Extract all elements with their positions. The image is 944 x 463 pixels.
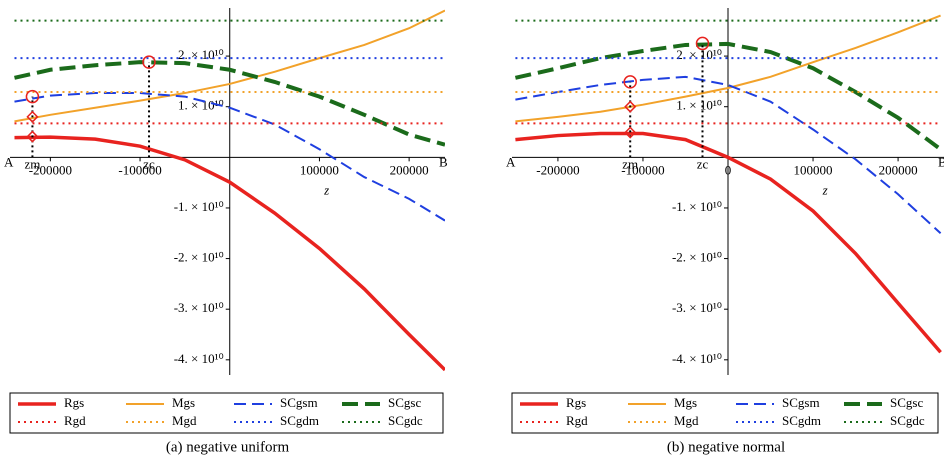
caption: (b) negative normal — [667, 439, 785, 455]
series-line — [14, 92, 445, 222]
y-tick-label: -4. × 10¹⁰ — [672, 351, 722, 366]
marker — [142, 55, 156, 69]
x-tick-label: -100000 — [621, 162, 664, 177]
legend-box — [511, 392, 939, 434]
x-axis-label: z — [822, 182, 828, 197]
y-tick-label: -1. × 10¹⁰ — [672, 199, 722, 214]
y-tick-label: 2. × 10¹⁰ — [676, 47, 722, 62]
x-tick-label: 100000 — [794, 162, 833, 177]
legend-label: SCgsm — [280, 395, 318, 410]
series-line — [14, 9, 445, 123]
legend-label: Mgd — [172, 413, 197, 428]
annotation-label: zm — [622, 156, 638, 171]
legend-label: SCgdc — [388, 413, 423, 428]
x-tick-label: -100000 — [118, 162, 161, 177]
x-tick-label: 100000 — [300, 162, 339, 177]
legend-label: SCgsc — [388, 395, 421, 410]
marker — [695, 36, 710, 51]
marker — [624, 100, 637, 113]
series-line — [14, 60, 445, 147]
legend-label: SCgsc — [890, 395, 923, 410]
legend-label: SCgdm — [280, 413, 319, 428]
y-tick-label: 2. × 10¹⁰ — [178, 47, 224, 62]
legend-label: Mgs — [172, 395, 195, 410]
y-tick-label: -4. × 10¹⁰ — [174, 351, 224, 366]
series-line — [515, 131, 942, 354]
x-tick-label: -200000 — [536, 162, 579, 177]
legend-label: Rgd — [64, 413, 86, 428]
marker — [623, 75, 637, 89]
legend-label: SCgdc — [890, 413, 925, 428]
annotation-label: zm — [24, 156, 40, 171]
x-tick-label: 0 — [725, 162, 732, 177]
legend-label: Rgs — [64, 395, 84, 410]
caption: (a) negative uniform — [166, 439, 290, 455]
legend-label: Rgs — [566, 395, 586, 410]
x-tick-label: 200000 — [390, 162, 429, 177]
edge-label: B — [938, 154, 944, 169]
series-line — [514, 41, 942, 151]
y-tick-label: -3. × 10¹⁰ — [672, 300, 722, 315]
series-line — [14, 135, 445, 372]
y-tick-label: -1. × 10¹⁰ — [174, 199, 224, 214]
y-tick-label: -3. × 10¹⁰ — [174, 300, 224, 315]
legend-label: SCgdm — [782, 413, 821, 428]
annotation-label: zc — [697, 156, 709, 171]
x-axis-label: z — [323, 182, 329, 197]
series-line — [515, 75, 942, 234]
y-tick-label: -2. × 10¹⁰ — [174, 250, 224, 265]
legend-label: Mgs — [674, 395, 697, 410]
marker — [25, 89, 40, 104]
edge-label: B — [439, 154, 448, 169]
legend-label: Mgd — [674, 413, 699, 428]
y-tick-label: -2. × 10¹⁰ — [672, 250, 722, 265]
y-tick-label: 1. × 10¹⁰ — [178, 98, 224, 113]
legend-box — [9, 392, 444, 434]
marker — [26, 110, 39, 123]
edge-label: A — [506, 154, 516, 169]
x-tick-label: 200000 — [879, 162, 918, 177]
edge-label: A — [4, 154, 14, 169]
x-tick-label: -200000 — [29, 162, 72, 177]
series-line — [515, 14, 941, 123]
plot — [14, 9, 445, 372]
legend-label: Rgd — [566, 413, 588, 428]
annotation-label: zc — [143, 156, 155, 171]
plot — [514, 14, 942, 354]
marker — [624, 126, 637, 139]
y-tick-label: 1. × 10¹⁰ — [676, 98, 722, 113]
legend-label: SCgsm — [782, 395, 820, 410]
marker — [26, 130, 39, 143]
